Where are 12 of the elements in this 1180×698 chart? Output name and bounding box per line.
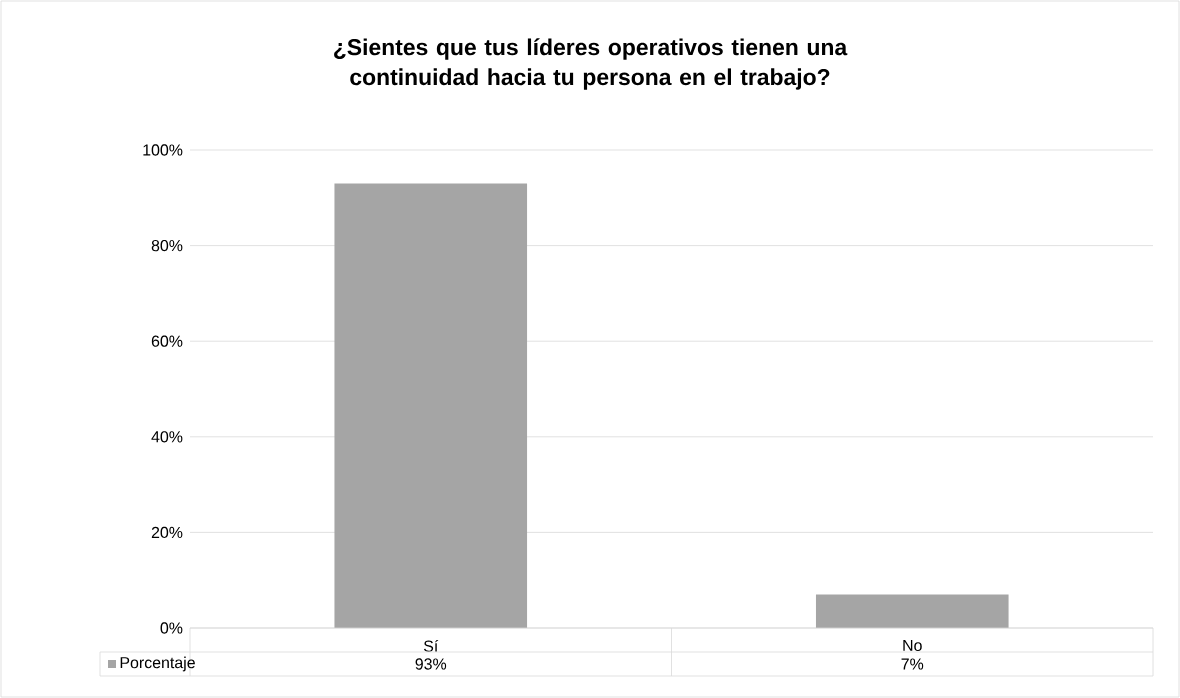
legend-label: Porcentaje bbox=[120, 656, 195, 672]
y-tick-label: 100% bbox=[143, 144, 183, 156]
x-tick-label: No bbox=[903, 639, 922, 652]
data-label: 93% bbox=[415, 658, 447, 670]
y-tick-label: 60% bbox=[151, 335, 183, 347]
data-label: 7% bbox=[901, 658, 924, 670]
chart-title: ¿Sientes que tus líderes operativos tienen una continuidad hacia tu persona en el trabajo? bbox=[334, 38, 848, 90]
y-tick-label: 0% bbox=[160, 622, 183, 634]
y-tick-label: 80% bbox=[151, 239, 183, 252]
y-tick-label: 20% bbox=[151, 526, 183, 539]
y-tick-label: 40% bbox=[151, 431, 183, 443]
x-tick-label: Sí bbox=[423, 639, 439, 652]
